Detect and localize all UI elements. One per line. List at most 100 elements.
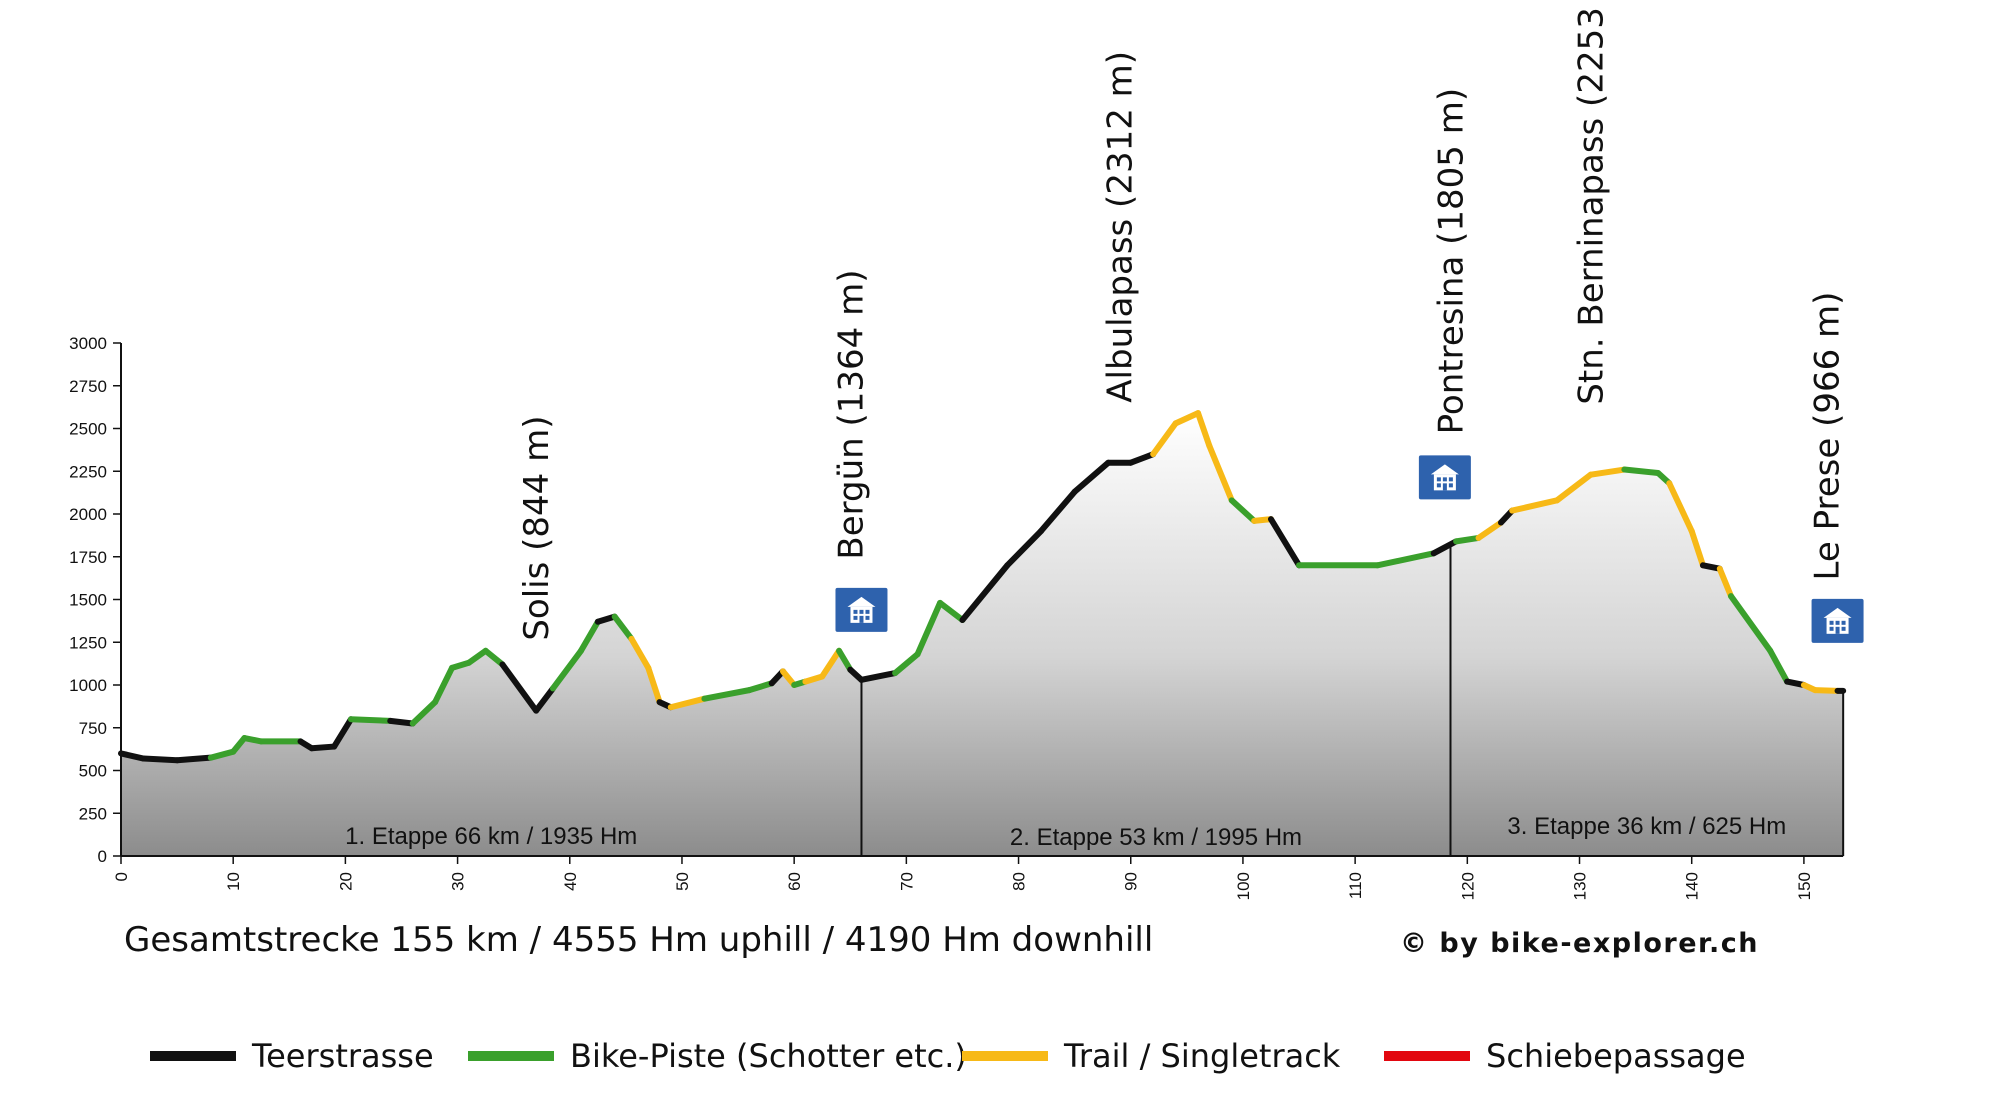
y-tick-label: 1500	[69, 591, 107, 610]
profile-segment-road	[1004, 528, 1044, 569]
profile-segment-gravel	[937, 599, 966, 624]
x-tick-label: 30	[449, 872, 468, 891]
place-label: Albulapass (2312 m)	[1101, 51, 1141, 403]
y-tick-label: 750	[79, 719, 107, 738]
profile-segment-road	[140, 755, 181, 764]
profile-segment-road	[387, 717, 416, 727]
profile-segment-gravel	[1767, 647, 1791, 685]
profile-segment-gravel	[1621, 466, 1662, 476]
y-tick-label: 1000	[69, 676, 107, 695]
copyright-credit: © by bike-explorer.ch	[1400, 928, 1759, 959]
elevation-area	[121, 413, 1844, 856]
profile-segment-trail	[1716, 565, 1734, 600]
legend-swatch-trail	[962, 1051, 1048, 1061]
profile-segment-road	[533, 685, 556, 714]
profile-segment-trail	[1195, 410, 1213, 449]
profile-segment-gravel	[1374, 550, 1437, 569]
place-label: Le Prese (966 m)	[1807, 292, 1847, 581]
profile-segment-gravel	[746, 680, 775, 694]
profile-segment-gravel	[465, 647, 489, 666]
profile-segment-trail	[819, 647, 843, 680]
profile-segment-road	[1127, 451, 1157, 466]
x-tick-label: 50	[673, 872, 692, 891]
profile-segment-trail	[1206, 442, 1235, 504]
profile-segment-trail	[1688, 528, 1706, 569]
profile-segment-gravel	[892, 651, 921, 677]
profile-segment-trail	[1172, 410, 1202, 427]
profile-segment-trail	[1475, 519, 1504, 541]
place-label: Pontresina (1805 m)	[1431, 88, 1471, 434]
profile-segment-gravel	[1228, 497, 1258, 524]
y-tick-label: 0	[98, 847, 107, 866]
x-tick-label: 10	[224, 872, 243, 891]
place-label: Stn. Berninapass (2253 m)	[1572, 0, 1612, 405]
profile-segment-gravel	[701, 687, 753, 702]
profile-segment-road	[174, 754, 214, 764]
profile-segment-trail	[645, 664, 663, 706]
profile-segment-trail	[1587, 466, 1628, 478]
x-tick-label: 110	[1346, 872, 1365, 899]
profile-segment-gravel	[482, 647, 506, 668]
profile-segment-trail	[628, 635, 652, 671]
y-tick-label: 3000	[69, 334, 107, 353]
profile-segment-road	[858, 670, 899, 683]
profile-segment-road	[1267, 516, 1303, 569]
x-tick-label: 70	[897, 872, 916, 891]
x-tick-label: 100	[1234, 872, 1253, 900]
legend-label-road: Teerstrasse	[252, 1037, 434, 1075]
legend-item-road: Teerstrasse	[150, 1034, 434, 1078]
y-tick-label: 250	[79, 804, 107, 823]
profile-segment-gravel	[577, 618, 601, 654]
profile-segment-trail	[1554, 471, 1594, 504]
profile-segment-gravel	[611, 613, 635, 642]
x-tick-label: 80	[1010, 872, 1029, 891]
x-tick-label: 130	[1571, 872, 1590, 900]
x-tick-label: 40	[561, 872, 580, 891]
profile-segment-trail	[1666, 480, 1695, 535]
y-tick-label: 2750	[69, 377, 107, 396]
stage-label: 1. Etappe 66 km / 1935 Hm	[345, 823, 637, 850]
profile-segment-road	[331, 716, 354, 750]
x-tick-label: 90	[1122, 872, 1141, 891]
legend-item-trail: Trail / Singletrack	[962, 1034, 1340, 1078]
profile-segment-gravel	[347, 716, 394, 724]
profile-segment-gravel	[549, 647, 584, 692]
y-tick-label: 2000	[69, 505, 107, 524]
profile-segment-gravel	[914, 599, 944, 658]
x-tick-label: 20	[336, 872, 355, 891]
profile-segment-gravel	[207, 748, 237, 761]
place-label: Solis (844 m)	[517, 415, 557, 640]
x-tick-label: 120	[1458, 872, 1477, 900]
lodging-icon	[1811, 598, 1864, 643]
y-tick-label: 1250	[69, 633, 107, 652]
legend-swatch-push	[1384, 1051, 1470, 1061]
y-tick-label: 2250	[69, 462, 107, 481]
route-summary: Gesamtstrecke 155 km / 4555 Hm uphill / …	[124, 920, 1154, 960]
profile-segment-road	[308, 743, 338, 752]
stage-label: 2. Etappe 53 km / 1995 Hm	[1010, 824, 1302, 851]
profile-segment-road	[1430, 538, 1460, 557]
profile-segment-trail	[1509, 497, 1561, 514]
profile-segment-gravel	[1453, 534, 1482, 545]
legend-label-gravel: Bike-Piste (Schotter etc.)	[570, 1037, 967, 1075]
x-tick-label: 60	[785, 872, 804, 891]
x-tick-label: 140	[1683, 872, 1702, 900]
profile-segment-gravel	[836, 647, 854, 673]
y-tick-label: 1750	[69, 548, 107, 567]
profile-segment-road	[118, 750, 147, 762]
lodging-icon	[835, 587, 888, 632]
profile-segment-gravel	[409, 699, 439, 727]
profile-segment-gravel	[432, 664, 455, 706]
legend-swatch-gravel	[468, 1051, 554, 1061]
profile-segment-trail	[667, 695, 708, 711]
legend-label-trail: Trail / Singletrack	[1064, 1037, 1341, 1075]
x-tick-label: 150	[1795, 872, 1814, 900]
profile-segment-road	[959, 562, 1011, 624]
profile-segment-road	[1071, 459, 1112, 495]
legend-label-push: Schiebepassage	[1486, 1037, 1746, 1075]
y-tick-label: 2500	[69, 420, 107, 439]
profile-segment-road	[499, 661, 540, 714]
x-tick-label: 0	[112, 872, 131, 881]
stage-label: 3. Etappe 36 km / 625 Hm	[1507, 813, 1786, 840]
